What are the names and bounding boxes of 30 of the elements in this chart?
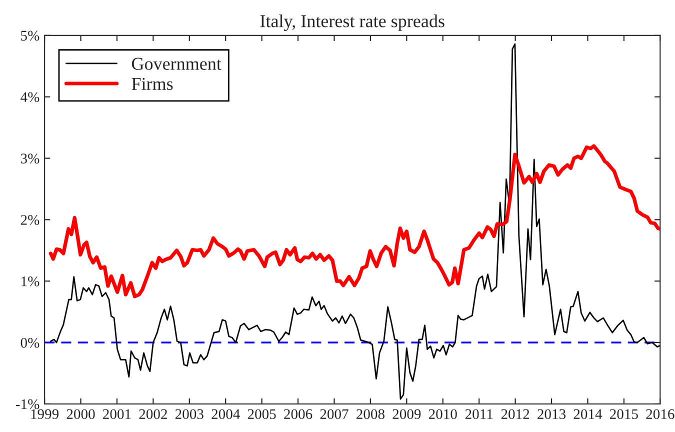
y-tick-label: 5% bbox=[21, 30, 40, 41]
legend-label: Firms bbox=[132, 78, 173, 90]
x-tick-label: 2001 bbox=[103, 409, 131, 420]
x-tick-label: 2013 bbox=[538, 409, 566, 420]
x-tick-label: 2005 bbox=[248, 409, 276, 420]
x-tick-label: 2002 bbox=[139, 409, 167, 420]
y-tick-label: 4% bbox=[20, 92, 40, 102]
x-tick-label: 2000 bbox=[66, 409, 95, 420]
y-tick-label: 0% bbox=[20, 338, 40, 348]
x-tick-label: 2003 bbox=[175, 409, 204, 420]
x-tick-label: 2011 bbox=[465, 409, 493, 420]
x-tick-label: 2009 bbox=[392, 409, 421, 420]
legend-label: Government bbox=[132, 58, 222, 70]
x-tick-label: 2004 bbox=[212, 409, 240, 420]
x-tick-label: 1999 bbox=[31, 409, 59, 420]
x-tick-label: 2010 bbox=[428, 409, 457, 420]
x-tick-label: 2007 bbox=[320, 409, 348, 420]
x-tick-label: 2015 bbox=[610, 409, 638, 420]
x-tick-label: 2012 bbox=[501, 409, 530, 420]
x-tick-label: 2014 bbox=[574, 409, 602, 420]
x-tick-label: 2006 bbox=[284, 409, 312, 420]
chart-title: Italy, Interest rate spreads bbox=[260, 14, 444, 31]
line-series bbox=[48, 144, 660, 298]
y-tick-label: -1% bbox=[16, 399, 40, 410]
x-tick-label: 2008 bbox=[356, 409, 384, 420]
y-tick-label: 2% bbox=[20, 215, 40, 225]
y-tick-label: 1% bbox=[22, 276, 40, 286]
x-tick-label: 2016 bbox=[646, 409, 674, 420]
line-series bbox=[50, 43, 660, 400]
y-tick-label: 3% bbox=[20, 154, 40, 164]
